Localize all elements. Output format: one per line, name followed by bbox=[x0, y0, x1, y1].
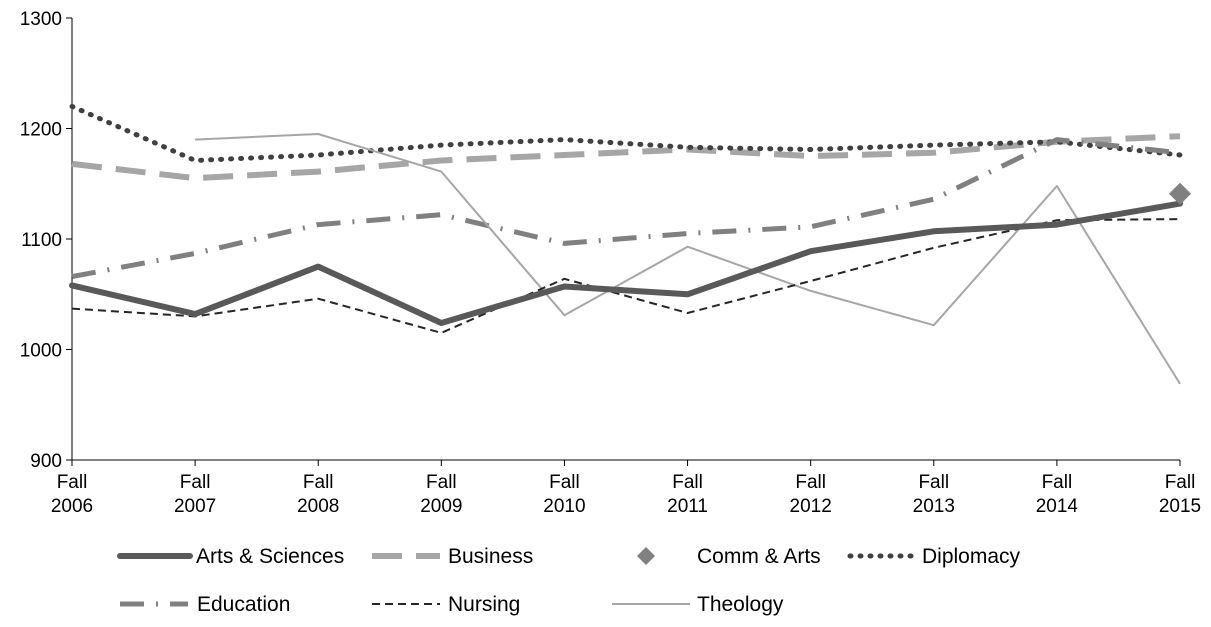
x-tick-label: Fall 2010 bbox=[543, 472, 585, 517]
legend-label-education: Education bbox=[197, 593, 290, 616]
x-tick-label: Fall 2009 bbox=[420, 472, 462, 517]
series-business-line bbox=[71, 133, 1181, 182]
legend-label-diplomacy: Diplomacy bbox=[922, 545, 1021, 568]
legend-label-business: Business bbox=[448, 545, 533, 568]
x-tick-label: Fall 2007 bbox=[174, 472, 216, 517]
y-tick-label: 1300 bbox=[20, 9, 62, 30]
legend: Arts & Sciences Business Comm & Arts Diplom… bbox=[117, 545, 1021, 616]
x-tick-label-line: Fall bbox=[672, 472, 703, 493]
series-education-line bbox=[71, 137, 1181, 280]
x-tick-label: Fall 2006 bbox=[51, 472, 93, 517]
x-tick-label-line: 2012 bbox=[790, 496, 832, 517]
x-tick-label-line: 2009 bbox=[420, 496, 462, 517]
series-theology-line bbox=[195, 133, 1181, 385]
x-tick-label-line: 2011 bbox=[667, 496, 708, 517]
x-tick-label: Fall 2011 bbox=[667, 472, 708, 517]
x-tick-label-line: Fall bbox=[180, 472, 211, 493]
series-arts-sciences-line bbox=[69, 200, 1183, 326]
x-axis-ticks: Fall 2006 Fall 2007 Fall 2008 Fall 2009 Fall 2010… bbox=[51, 460, 1201, 517]
legend-label-arts-sciences: Arts & Sciences bbox=[196, 545, 344, 568]
x-tick-label-line: 2006 bbox=[51, 496, 93, 517]
x-tick-label-line: Fall bbox=[918, 472, 949, 493]
series-comm-arts-point bbox=[1169, 182, 1191, 205]
x-tick-label: Fall 2012 bbox=[790, 472, 832, 517]
x-tick-label-line: 2008 bbox=[297, 496, 339, 517]
x-tick-label: Fall 2014 bbox=[1036, 472, 1079, 517]
y-tick-label: 1100 bbox=[21, 230, 62, 251]
legend-label-comm-arts: Comm & Arts bbox=[697, 545, 821, 568]
x-tick-label-line: Fall bbox=[1042, 472, 1073, 493]
x-tick-label: Fall 2013 bbox=[913, 472, 955, 517]
x-tick-label-line: Fall bbox=[795, 472, 826, 493]
series-nursing-line bbox=[71, 218, 1181, 334]
series-layer bbox=[69, 103, 1191, 385]
y-axis-ticks: 900 1000 1100 1200 1300 bbox=[20, 9, 72, 472]
x-tick-label-line: Fall bbox=[57, 472, 88, 493]
x-tick-label-line: Fall bbox=[426, 472, 457, 493]
x-tick-label-line: 2014 bbox=[1036, 496, 1079, 517]
legend-swatch-comm-arts bbox=[637, 547, 655, 565]
y-tick-label: 1200 bbox=[20, 120, 62, 141]
x-tick-label-line: Fall bbox=[303, 472, 334, 493]
x-tick-label: Fall 2015 bbox=[1159, 472, 1201, 517]
legend-label-nursing: Nursing bbox=[448, 593, 520, 616]
x-tick-label-line: 2007 bbox=[174, 496, 216, 517]
y-tick-label: 1000 bbox=[20, 341, 62, 362]
x-tick-label-line: 2010 bbox=[543, 496, 585, 517]
x-tick-label: Fall 2008 bbox=[297, 472, 339, 517]
x-tick-label-line: 2013 bbox=[913, 496, 955, 517]
x-tick-label-line: Fall bbox=[549, 472, 580, 493]
y-tick-label: 900 bbox=[30, 451, 62, 472]
legend-label-theology: Theology bbox=[697, 593, 784, 616]
x-tick-label-line: 2015 bbox=[1159, 496, 1201, 517]
x-tick-label-line: Fall bbox=[1165, 472, 1196, 493]
